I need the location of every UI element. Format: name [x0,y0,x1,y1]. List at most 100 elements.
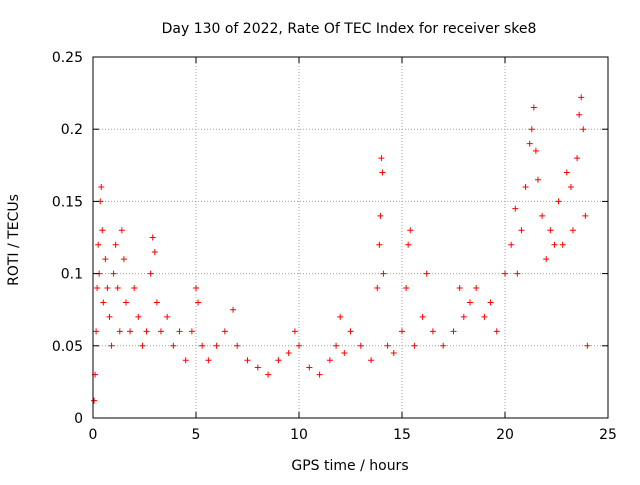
data-point [534,176,541,183]
plot-frame [92,56,609,419]
data-point [170,342,177,349]
data-point [405,241,412,248]
data-point [378,155,385,162]
data-point [530,104,537,111]
grid [93,57,608,418]
data-point [423,270,430,277]
data-point [341,350,348,357]
data-point [376,241,383,248]
data-point [110,270,117,277]
data-point [563,169,570,176]
data-point [93,328,100,335]
data-point [399,328,405,335]
data-point [316,371,323,378]
data-point [116,328,123,335]
data-point [221,328,228,335]
data-point [374,285,381,292]
data-point [131,285,138,292]
data-point [368,357,375,364]
data-point [100,299,107,306]
data-point [234,342,241,349]
data-point [153,299,160,306]
data-point [487,299,494,306]
x-tick-label: 25 [599,427,617,443]
x-axis-label: GPS time / hours [291,458,408,474]
data-point [347,328,354,335]
data-point [337,313,344,320]
data-point [411,342,418,349]
data-point [450,328,457,335]
data-point [205,357,212,364]
data-point [143,328,150,335]
data-point [98,183,105,190]
axis-ticks: 0 5 10 15 20 25 0 0.05 0.1 0.15 0.2 0.25 [52,50,617,443]
y-tick-label: 0.2 [61,122,83,138]
data-point [502,270,508,277]
data-point [275,357,282,364]
data-point [199,342,206,349]
data-point [157,328,164,335]
data-point [108,342,115,349]
data-point [182,357,189,364]
data-point [547,227,554,234]
data-point [407,227,414,234]
data-point [473,285,480,292]
data-point [460,313,467,320]
data-point [254,364,261,371]
data-point [403,285,410,292]
y-tick-label: 0.25 [52,50,83,66]
data-point [99,227,106,234]
data-point [91,397,98,404]
data-point [104,285,111,292]
data-point [514,270,521,277]
data-point [555,198,562,205]
x-tick-label: 15 [393,427,411,443]
data-point [120,256,127,263]
data-point [379,169,386,176]
data-point [95,241,102,248]
data-point [419,313,426,320]
data-point [528,126,535,133]
data-point [149,234,156,241]
data-point [481,313,488,320]
data-point [584,342,591,349]
data-point [193,285,199,292]
data-point [122,299,129,306]
data-point [102,256,109,263]
data-point [466,299,473,306]
data-point [147,270,154,277]
data-point [543,256,550,263]
y-axis-label: ROTI / TECUs [6,194,22,286]
data-point [380,270,387,277]
x-tick-label: 5 [192,427,201,443]
data-point [576,111,583,118]
y-tick-label: 0.05 [52,339,83,355]
y-tick-label: 0 [74,411,83,427]
data-point [551,241,558,248]
data-point [357,342,364,349]
data-point [230,306,237,313]
data-point [114,285,121,292]
data-point [164,313,171,320]
data-point [333,342,340,349]
data-point [106,313,113,320]
data-point [526,140,533,147]
data-point [151,248,158,255]
data-point [306,364,313,371]
data-point [195,299,202,306]
data-point [377,212,384,219]
data-point [112,241,119,248]
data-point [569,227,576,234]
data-point [118,227,125,234]
data-point [429,328,436,335]
data-point [390,350,397,357]
data-point [135,313,142,320]
y-tick-label: 0.15 [52,194,83,210]
x-tick-label: 0 [89,427,98,443]
data-point [582,212,589,219]
data-point [326,357,333,364]
data-points [91,94,591,404]
data-point [188,328,195,335]
